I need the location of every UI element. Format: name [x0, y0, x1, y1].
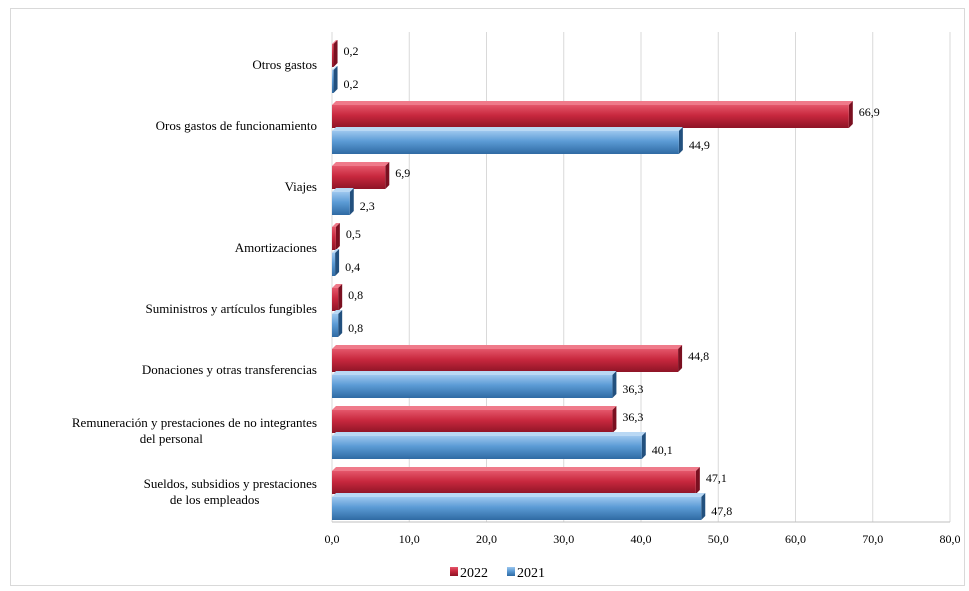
x-tick-label: 20,0: [476, 532, 497, 546]
bar-2021: [332, 131, 679, 154]
bar-side-2021: [678, 127, 683, 154]
bar-side-2021: [641, 432, 646, 459]
bar-2022: [332, 166, 386, 189]
bar-2021: [332, 70, 334, 93]
data-label-2021: 0,4: [345, 260, 360, 274]
bar-side-2022: [385, 162, 390, 189]
bars: [332, 40, 853, 520]
data-label-2021: 36,3: [622, 382, 643, 396]
bar-side-2021: [333, 66, 338, 93]
bar-2022: [332, 471, 696, 494]
bar-2022: [332, 349, 679, 372]
category-label: Viajes: [285, 179, 317, 194]
category-label: Remuneración y prestaciones de no integr…: [72, 415, 317, 446]
data-label-2021: 0,2: [344, 77, 359, 91]
bar-top-2021: [332, 310, 343, 314]
bar-top-2021: [332, 249, 340, 253]
legend-label-2021: 2021: [517, 566, 545, 581]
legend-swatch-2022: [450, 567, 458, 576]
bar-2022: [332, 410, 613, 433]
bar-top-2021: [332, 371, 617, 375]
x-axis-ticks: 0,0 10,0 20,0 30,0 40,0 50,0 60,0 70,0 80,0: [325, 532, 961, 546]
legend-swatch-2021: [507, 567, 515, 576]
bar-top-2021: [332, 127, 683, 131]
category-label: Otros gastos: [252, 57, 317, 72]
bar-top-2021: [332, 493, 706, 497]
bar-side-2022: [338, 284, 343, 311]
bar-side-2021: [612, 371, 617, 398]
bar-side-2021: [349, 188, 354, 215]
bar-top-2022: [332, 345, 683, 349]
bar-top-2021: [332, 432, 646, 436]
bar-side-2022: [333, 40, 338, 67]
bar-2021: [332, 375, 613, 398]
data-label-2021: 2,3: [360, 199, 375, 213]
data-label-2022: 44,8: [688, 349, 709, 363]
category-label: Sueldos, subsidios y prestaciones de los …: [144, 476, 317, 507]
data-label-2022: 0,8: [348, 288, 363, 302]
data-label-2022: 47,1: [706, 471, 727, 485]
bar-2022: [332, 227, 336, 250]
data-label-2021: 47,8: [711, 504, 732, 518]
bar-2021: [332, 253, 336, 276]
bar-2022: [332, 288, 339, 311]
data-label-2021: 44,9: [689, 138, 710, 152]
bar-2021: [332, 497, 702, 520]
x-tick-label: 30,0: [553, 532, 574, 546]
bar-2022: [332, 44, 334, 67]
bar-side-2022: [695, 467, 700, 494]
data-label-2022: 6,9: [395, 166, 410, 180]
x-tick-label: 0,0: [325, 532, 340, 546]
legend-label-2022: 2022: [460, 566, 488, 581]
bar-top-2021: [332, 188, 354, 192]
bar-top-2022: [332, 162, 390, 166]
data-label-2022: 66,9: [859, 105, 880, 119]
legend: 2022 2021: [450, 566, 545, 581]
x-tick-label: 70,0: [862, 532, 883, 546]
x-tick-label: 60,0: [785, 532, 806, 546]
bar-side-2021: [338, 310, 343, 337]
data-label-2022: 36,3: [622, 410, 643, 424]
bar-side-2021: [701, 493, 706, 520]
x-tick-label: 40,0: [631, 532, 652, 546]
bar-2021: [332, 436, 642, 459]
bar-top-2022: [332, 101, 853, 105]
bar-top-2022: [332, 406, 617, 410]
bar-side-2021: [335, 249, 340, 276]
x-tick-label: 80,0: [940, 532, 961, 546]
bar-top-2021: [332, 66, 338, 70]
category-label: Amortizaciones: [235, 240, 317, 255]
bar-side-2022: [848, 101, 853, 128]
data-labels: 0,2 0,2 66,9 44,9 6,9 2,3 0,5 0,4 0,8 0,8 44,8 36,3…: [344, 44, 880, 518]
bar-top-2022: [332, 223, 340, 227]
data-label-2021: 40,1: [652, 443, 673, 457]
category-labels: Otros gastos Oros gastos de funcionamient…: [72, 57, 317, 507]
bar-top-2022: [332, 284, 343, 288]
bar-2021: [332, 192, 350, 215]
x-tick-label: 10,0: [399, 532, 420, 546]
x-tick-label: 50,0: [708, 532, 729, 546]
bar-top-2022: [332, 40, 338, 44]
data-label-2022: 0,2: [344, 44, 359, 58]
bar-2021: [332, 314, 339, 337]
category-label: Suministros y artículos fungibles: [145, 301, 317, 316]
bar-side-2022: [612, 406, 617, 433]
category-label: Donaciones y otras transferencias: [142, 362, 317, 377]
data-label-2022: 0,5: [346, 227, 361, 241]
data-label-2021: 0,8: [348, 321, 363, 335]
bar-2022: [332, 105, 849, 128]
bar-side-2022: [335, 223, 340, 250]
bar-side-2022: [678, 345, 683, 372]
category-label: Oros gastos de funcionamiento: [156, 118, 317, 133]
bar-top-2022: [332, 467, 700, 471]
